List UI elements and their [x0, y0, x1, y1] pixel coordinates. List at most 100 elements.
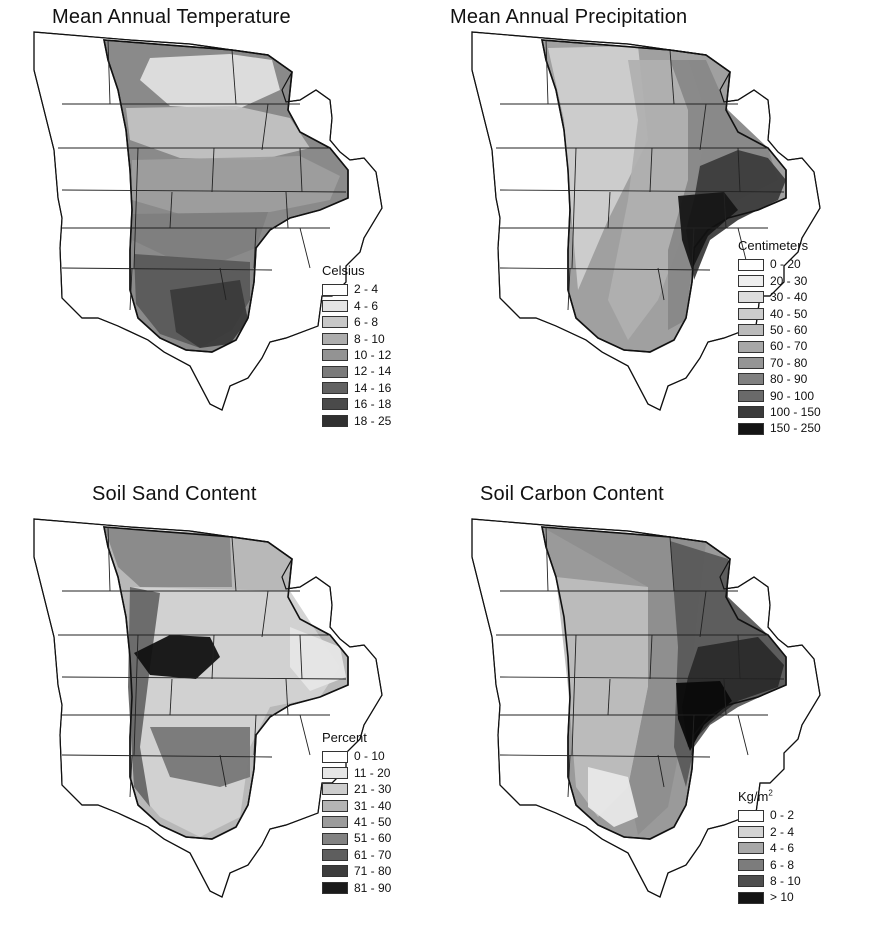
state-boundary [261, 103, 269, 151]
state-boundary [299, 227, 311, 269]
legend-swatch [322, 816, 348, 829]
legend-title-temperature: Celsius [322, 263, 365, 278]
legend-label: 90 - 100 [770, 388, 815, 403]
legend-label: 81 - 90 [354, 880, 392, 895]
state-boundary [657, 754, 665, 788]
legend-label: 11 - 20 [354, 765, 391, 780]
state-boundary [211, 634, 215, 680]
legend-swatch [738, 406, 764, 419]
state-boundary [607, 678, 611, 716]
legend-swatch [738, 373, 764, 386]
legend-swatch [322, 332, 348, 345]
legend-swatch [322, 881, 348, 894]
legend-label: 31 - 40 [354, 798, 392, 813]
value-zone [126, 106, 310, 160]
legend-swatch [738, 875, 764, 888]
state-boundary [499, 267, 711, 271]
state-boundary [61, 189, 347, 193]
state-boundary [133, 147, 139, 269]
legend-label: 80 - 90 [770, 372, 808, 387]
panel-precipitation: Mean Annual Precipitation Centimeters 0 … [438, 0, 876, 467]
legend-label: 10 - 12 [354, 347, 392, 362]
value-zone [140, 54, 280, 110]
value-zone [128, 587, 160, 807]
state-boundary [669, 49, 675, 105]
state-boundary [107, 39, 111, 105]
legend-swatch [322, 750, 348, 763]
legend-label: 6 - 8 [354, 315, 379, 330]
state-boundary [107, 526, 111, 592]
state-boundary [231, 536, 237, 592]
legend-item: 0 - 2 [738, 807, 801, 823]
legend-item: 90 - 100 [738, 388, 821, 404]
base-map-border [33, 518, 383, 898]
base-map-border [471, 31, 821, 411]
state-boundary [567, 754, 571, 798]
state-boundary [571, 634, 577, 756]
state-boundary [261, 590, 269, 638]
legend-swatch [322, 832, 348, 845]
state-boundary [737, 714, 749, 756]
state-boundary [699, 103, 707, 151]
state-boundary [169, 191, 173, 229]
legend-label: 100 - 150 [770, 404, 821, 419]
legend-item: 21 - 30 [322, 781, 391, 797]
legend-item: 6 - 8 [322, 314, 391, 330]
legend-label: 12 - 14 [354, 364, 392, 379]
legend-item: 41 - 50 [322, 814, 391, 830]
legend-label: 51 - 60 [354, 831, 392, 846]
legend-item: 51 - 60 [322, 830, 391, 846]
legend-item: 20 - 30 [738, 273, 821, 289]
state-boundary [499, 754, 711, 758]
legend-swatch [738, 422, 764, 435]
state-boundary [723, 191, 727, 229]
value-zone [686, 150, 786, 280]
legend-label: 60 - 70 [770, 339, 808, 354]
legend-item: 100 - 150 [738, 404, 821, 420]
state-boundary [737, 147, 741, 193]
value-zone [132, 212, 268, 262]
legend-title-precipitation: Centimeters [738, 238, 809, 253]
value-zone [132, 156, 340, 214]
legend-item: 80 - 90 [738, 371, 821, 387]
state-boundary [299, 634, 303, 680]
legend-swatch [738, 307, 764, 320]
legend-item: 31 - 40 [322, 798, 391, 814]
legend-item: 10 - 12 [322, 347, 391, 363]
legend-label: 70 - 80 [770, 355, 808, 370]
legend-label: 30 - 40 [770, 290, 808, 305]
state-boundary [219, 267, 227, 301]
state-boundary [299, 147, 303, 193]
value-zone [150, 727, 250, 787]
map-layer [471, 31, 821, 411]
base-map-border [471, 518, 821, 898]
value-zone [676, 681, 732, 751]
legend-item: 18 - 25 [322, 413, 391, 429]
map-title-temperature: Mean Annual Temperature [52, 6, 291, 28]
legend-label: 0 - 10 [354, 749, 385, 764]
state-boundary [649, 634, 653, 680]
legend-swatch [322, 799, 348, 812]
legend-swatch [738, 842, 764, 855]
map-title-precipitation: Mean Annual Precipitation [450, 6, 688, 28]
legend-swatch [322, 783, 348, 796]
state-boundary [499, 189, 785, 193]
legend-unit-exponent: 2 [768, 788, 773, 798]
state-boundary [669, 536, 675, 592]
legend-swatch [322, 349, 348, 362]
legend-label: 0 - 20 [770, 257, 801, 272]
legend-swatch [738, 809, 764, 822]
state-boundary [299, 714, 311, 756]
value-zone [556, 577, 648, 817]
legend-label: 71 - 80 [354, 864, 392, 879]
value-zone [588, 767, 638, 827]
legend-swatch [738, 340, 764, 353]
legend-label: 4 - 6 [770, 841, 795, 856]
legend-swatch [738, 389, 764, 402]
state-boundary [231, 49, 237, 105]
legend-item: 81 - 90 [322, 880, 391, 896]
legend-item: 60 - 70 [738, 338, 821, 354]
legend-title-sand: Percent [322, 730, 367, 745]
legend-swatch [738, 324, 764, 337]
